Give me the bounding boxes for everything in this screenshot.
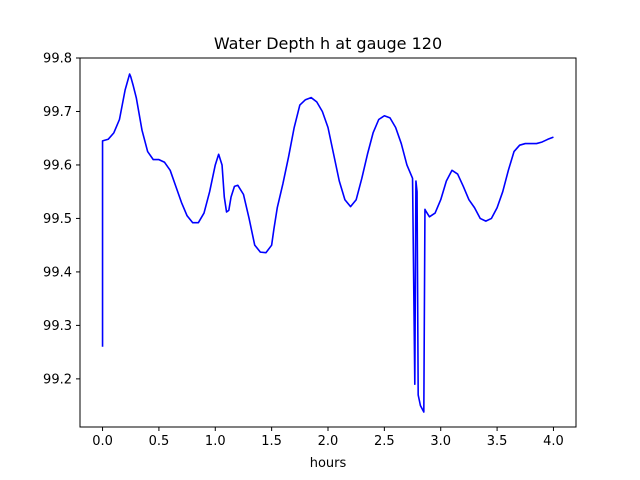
x-tick-label: 2.0	[318, 434, 339, 449]
y-tick-label: 99.4	[43, 265, 72, 280]
x-tick-label: 2.5	[374, 434, 395, 449]
x-tick-label: 1.5	[261, 434, 282, 449]
x-tick-label: 0.0	[92, 434, 113, 449]
x-tick-label: 3.5	[487, 434, 508, 449]
x-axis-label: hours	[310, 456, 347, 471]
series-line-0	[101, 73, 554, 413]
x-tick-label: 4.0	[543, 434, 564, 449]
y-tick-label: 99.2	[43, 372, 72, 387]
chart-title: Water Depth h at gauge 120	[214, 34, 442, 53]
y-axis: 99.2 99.3 99.4 99.5 99.6 99.7 99.8	[43, 52, 80, 387]
y-tick-label: 99.7	[43, 105, 72, 120]
y-tick-label: 99.3	[43, 319, 72, 334]
x-tick-label: 3.0	[430, 434, 451, 449]
y-tick-label: 99.5	[43, 212, 72, 227]
y-tick-label: 99.8	[43, 52, 72, 67]
y-tick-label: 99.6	[43, 158, 72, 173]
x-tick-label: 1.0	[205, 434, 226, 449]
x-axis: 0.0 0.5 1.0 1.5 2.0 2.5 3.0 3.5 4.0	[92, 427, 564, 449]
x-tick-label: 0.5	[149, 434, 170, 449]
